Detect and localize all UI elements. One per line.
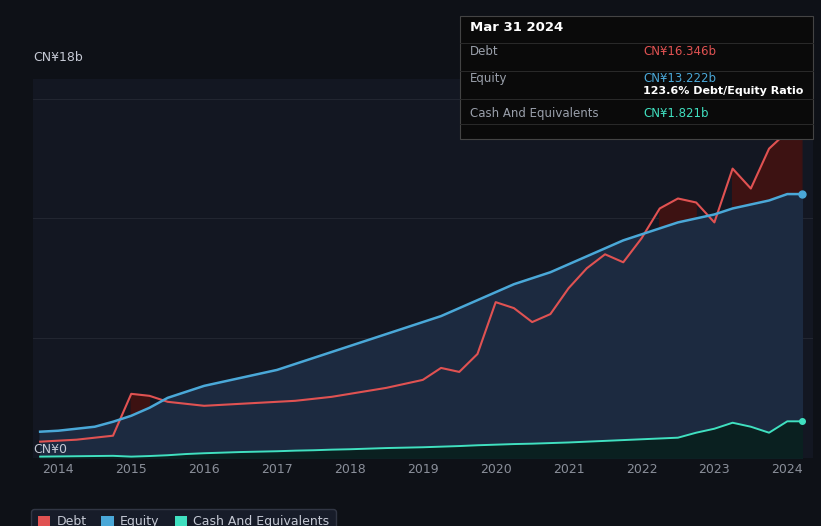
Text: 123.6% Debt/Equity Ratio: 123.6% Debt/Equity Ratio	[644, 86, 804, 96]
Text: Mar 31 2024: Mar 31 2024	[470, 21, 563, 34]
Text: CN¥16.346b: CN¥16.346b	[644, 45, 717, 58]
Text: Debt: Debt	[470, 45, 498, 58]
Legend: Debt, Equity, Cash And Equivalents: Debt, Equity, Cash And Equivalents	[31, 509, 336, 526]
Text: CN¥13.222b: CN¥13.222b	[644, 72, 717, 85]
Text: Cash And Equivalents: Cash And Equivalents	[470, 107, 599, 120]
Text: CN¥1.821b: CN¥1.821b	[644, 107, 709, 120]
Text: CN¥0: CN¥0	[33, 443, 67, 456]
Text: Equity: Equity	[470, 72, 507, 85]
Text: CN¥18b: CN¥18b	[33, 50, 83, 64]
